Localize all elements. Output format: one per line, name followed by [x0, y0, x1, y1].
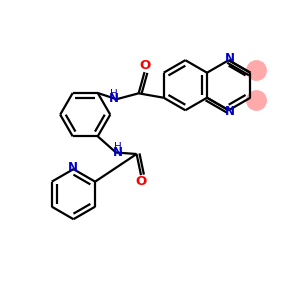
Text: H: H: [110, 89, 118, 99]
Text: O: O: [135, 175, 147, 188]
Text: H: H: [115, 142, 122, 152]
Text: N: N: [225, 105, 235, 118]
Text: O: O: [140, 59, 151, 72]
Text: N: N: [109, 92, 119, 105]
Text: N: N: [225, 52, 235, 65]
Text: N: N: [113, 146, 123, 159]
Text: N: N: [68, 161, 78, 174]
